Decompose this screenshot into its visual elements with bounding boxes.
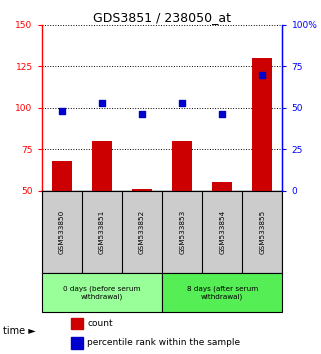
Point [100,100,105,105]
Bar [92,141,112,274]
Bar [71,318,83,329]
Text: GSM533852: GSM533852 [139,210,145,254]
Point [59,108,64,114]
Text: GSM533855: GSM533855 [259,210,265,254]
Text: count: count [87,319,113,328]
Bar [42,274,162,312]
Bar [252,58,273,274]
Text: 8 days (after serum
withdrawal): 8 days (after serum withdrawal) [187,286,258,300]
Text: GSM533850: GSM533850 [59,210,65,254]
Text: time ►: time ► [3,326,36,336]
Bar [212,182,232,274]
Text: GSM533854: GSM533854 [219,210,225,254]
Text: GSM533851: GSM533851 [99,210,105,254]
Point [140,112,145,117]
Text: GSM533853: GSM533853 [179,210,185,254]
Point [260,72,265,78]
Bar [162,274,282,312]
Text: percentile rank within the sample: percentile rank within the sample [87,338,241,347]
Text: 0 days (before serum
withdrawal): 0 days (before serum withdrawal) [63,286,141,300]
Bar [172,141,192,274]
Point [180,100,185,105]
Bar [52,161,72,274]
Bar [71,337,83,349]
Bar [132,189,152,274]
Point [220,112,225,117]
Title: GDS3851 / 238050_at: GDS3851 / 238050_at [93,11,231,24]
